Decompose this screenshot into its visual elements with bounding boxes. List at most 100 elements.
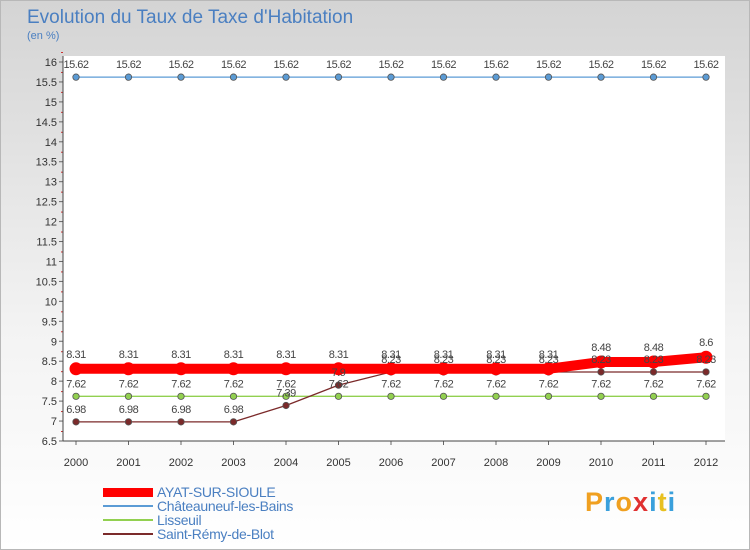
- data-label: 7.39: [276, 387, 296, 399]
- data-point: [227, 362, 240, 376]
- data-label: 6.98: [66, 404, 86, 416]
- data-point: [122, 362, 135, 376]
- y-tick-label: 11.5: [36, 237, 57, 249]
- data-point: [72, 392, 80, 400]
- data-label: 7.62: [696, 378, 716, 390]
- data-label: 15.62: [378, 59, 403, 71]
- data-point: [229, 73, 238, 81]
- legend-item: AYAT-SUR-SIOULE: [103, 484, 293, 500]
- y-tick-label: 7: [51, 416, 57, 428]
- data-label: 8.23: [644, 354, 664, 366]
- data-point: [492, 73, 500, 81]
- x-tick-label: 2011: [642, 457, 666, 469]
- data-label: 8.31: [171, 349, 191, 361]
- data-label: 15.62: [116, 59, 141, 71]
- y-tick-label: 8: [51, 376, 57, 388]
- data-label: 15.62: [168, 59, 193, 71]
- data-label: 8.48: [591, 342, 611, 354]
- data-point: [174, 362, 188, 376]
- data-label: 7.62: [591, 378, 611, 390]
- data-label: 8.31: [381, 349, 401, 361]
- x-tick-label: 2009: [536, 457, 560, 469]
- data-point: [334, 392, 343, 400]
- x-tick-label: 2004: [274, 457, 298, 469]
- data-label: 8.31: [539, 349, 559, 361]
- data-point: [282, 401, 290, 410]
- data-label: 15.62: [221, 59, 246, 71]
- data-point: [334, 73, 343, 81]
- x-tick-label: 2003: [221, 457, 245, 469]
- data-point: [597, 73, 605, 81]
- proxiti-logo: Proxiti: [585, 487, 677, 517]
- legend: AYAT-SUR-SIOULE Châteauneuf-les-Bains Li…: [103, 484, 294, 542]
- data-point: [72, 418, 80, 426]
- data-label: 8.31: [224, 349, 244, 361]
- legend-item: Châteauneuf-les-Bains: [103, 498, 294, 514]
- data-label: 6.98: [224, 404, 244, 416]
- legend-item: Saint-Rémy-de-Blot: [103, 526, 293, 542]
- legend-label: AYAT-SUR-SIOULE: [157, 484, 276, 500]
- x-tick-label: 2005: [326, 457, 350, 469]
- legend-label: Châteauneuf-les-Bains: [157, 498, 294, 514]
- y-tick-label: 8.5: [42, 356, 57, 368]
- data-point: [124, 73, 133, 81]
- data-label: 7.62: [486, 378, 506, 390]
- data-point: [649, 73, 658, 81]
- data-label: 8.23: [434, 354, 454, 366]
- data-label: 8.23: [696, 354, 716, 366]
- data-point: [69, 362, 83, 376]
- data-label: 7.62: [329, 378, 349, 390]
- y-tick-label: 14: [45, 137, 57, 149]
- data-label: 7.62: [644, 378, 664, 390]
- y-tick-label: 13: [45, 177, 57, 189]
- data-label: 7.62: [381, 378, 401, 390]
- legend-swatch: [103, 505, 153, 507]
- y-tick-label: 12.5: [36, 197, 57, 209]
- data-label: 7.62: [66, 378, 86, 390]
- data-point: [124, 418, 133, 426]
- y-tick-label: 10.5: [36, 276, 57, 288]
- y-tick-label: 9.5: [42, 316, 57, 328]
- data-point: [334, 381, 343, 389]
- y-tick-label: 14.5: [36, 117, 57, 129]
- data-label: 8.48: [644, 342, 664, 354]
- data-label: 7.62: [224, 378, 244, 390]
- data-point: [594, 355, 608, 369]
- data-label: 7.62: [434, 378, 454, 390]
- data-point: [542, 362, 555, 376]
- data-label: 7.62: [119, 378, 139, 390]
- data-label: 15.62: [483, 59, 508, 71]
- data-label: 8.23: [539, 354, 559, 366]
- data-point: [332, 362, 345, 376]
- data-label: 15.62: [588, 59, 613, 71]
- data-point: [282, 392, 290, 400]
- x-tick-label: 2001: [116, 457, 140, 469]
- data-point: [124, 392, 133, 400]
- data-point: [387, 392, 395, 400]
- data-point: [544, 392, 553, 400]
- chart-title: Evolution du Taux de Taxe d'Habitation: [27, 7, 354, 28]
- x-tick-label: 2006: [379, 457, 403, 469]
- data-label: 8.23: [381, 354, 401, 366]
- data-point: [489, 362, 503, 376]
- data-label: 7.9: [332, 367, 346, 379]
- y-tick-label: 15: [45, 97, 57, 109]
- data-point: [177, 392, 185, 400]
- data-label: 8.23: [486, 354, 506, 366]
- data-point: [649, 392, 658, 400]
- data-label: 15.62: [273, 59, 298, 71]
- data-point: [387, 73, 395, 81]
- y-tick-label: 16: [45, 57, 57, 69]
- data-label: 7.62: [539, 378, 559, 390]
- data-label: 7.62: [171, 378, 191, 390]
- data-point: [647, 355, 660, 369]
- data-label: 15.62: [63, 59, 88, 71]
- data-label: 15.62: [536, 59, 561, 71]
- data-point: [492, 392, 500, 400]
- x-tick-label: 2002: [169, 457, 193, 469]
- data-point: [279, 362, 293, 376]
- data-label: 6.98: [119, 404, 139, 416]
- data-point: [439, 73, 448, 81]
